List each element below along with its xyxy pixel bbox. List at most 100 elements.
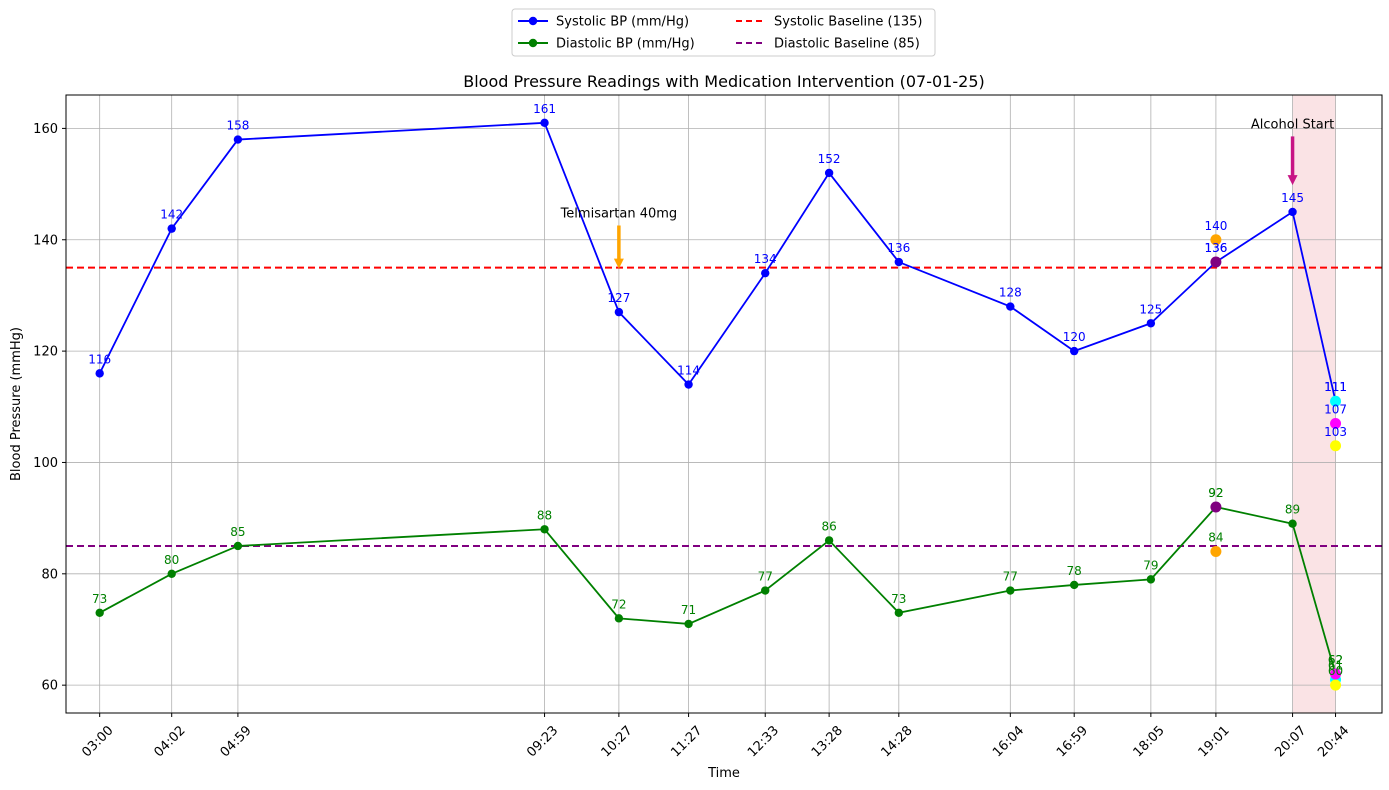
systolic-data-label: 116 xyxy=(88,352,111,366)
extra-diastolic-point xyxy=(1330,679,1342,691)
legend-swatch-marker xyxy=(528,38,538,48)
extra-diastolic-point xyxy=(1210,546,1222,558)
diastolic-point xyxy=(233,541,243,551)
legend-label: Systolic Baseline (135) xyxy=(774,15,922,30)
annotation-arrow-head xyxy=(613,258,624,269)
diastolic-point xyxy=(894,608,904,617)
x-tick-label: 20:44 xyxy=(1315,723,1352,760)
diastolic-point xyxy=(540,525,549,534)
diastolic-data-label: 86 xyxy=(821,519,836,533)
systolic-data-label: 120 xyxy=(1063,330,1086,344)
diastolic-data-label: 89 xyxy=(1285,503,1300,517)
systolic-data-label: 145 xyxy=(1281,191,1304,205)
diastolic-data-label: 62 xyxy=(1328,653,1343,667)
x-tick-label: 10:27 xyxy=(599,723,636,760)
systolic-point xyxy=(1146,319,1156,328)
extra-systolic-point xyxy=(1210,256,1222,268)
systolic-point xyxy=(684,380,693,389)
extra-systolic-label: 136 xyxy=(1204,241,1227,255)
systolic-point xyxy=(824,168,834,178)
diastolic-point xyxy=(1288,519,1297,528)
extra-diastolic-label: 62 xyxy=(1328,653,1343,667)
annotation-arrow-head xyxy=(1287,175,1298,186)
diastolic-data-label: 77 xyxy=(1003,570,1018,584)
systolic-data-label: 134 xyxy=(754,252,777,266)
x-tick-label: 14:28 xyxy=(879,723,916,760)
diastolic-line xyxy=(99,506,1337,675)
systolic-data-label: 127 xyxy=(607,291,630,305)
x-tick-label: 20:07 xyxy=(1272,723,1309,760)
y-tick-label: 120 xyxy=(33,345,58,360)
x-tick-label: 12:33 xyxy=(745,723,782,760)
systolic-point xyxy=(1006,302,1015,311)
y-tick-label: 140 xyxy=(33,233,58,248)
x-tick-label: 18:05 xyxy=(1131,723,1168,760)
x-tick-label: 16:04 xyxy=(990,723,1027,760)
diastolic-point xyxy=(167,569,176,579)
systolic-point xyxy=(1069,346,1079,356)
x-tick-label: 03:00 xyxy=(79,723,116,760)
diastolic-data-label: 79 xyxy=(1143,558,1158,572)
systolic-data-label: 136 xyxy=(887,241,910,255)
extra-systolic-point xyxy=(1330,395,1342,407)
diastolic-point xyxy=(1146,575,1156,584)
systolic-data-label: 142 xyxy=(160,208,183,222)
extra-systolic-label: 103 xyxy=(1324,425,1347,439)
extra-diastolic-label: 92 xyxy=(1208,486,1223,500)
extra-diastolic-point xyxy=(1330,668,1342,680)
legend-swatch-marker xyxy=(528,16,538,26)
extra-systolic-label: 140 xyxy=(1204,219,1227,233)
y-axis-label: Blood Pressure (mmHg) xyxy=(9,327,24,481)
diastolic-data-label: 73 xyxy=(891,592,906,606)
systolic-data-label: 125 xyxy=(1139,302,1162,316)
x-tick-label: 13:28 xyxy=(809,723,846,760)
legend-label: Diastolic Baseline (85) xyxy=(774,37,920,52)
extra-diastolic-label: 60 xyxy=(1328,664,1343,678)
alcohol-annotation: Alcohol Start xyxy=(1251,117,1334,132)
chart-title: Blood Pressure Readings with Medication … xyxy=(463,72,984,91)
systolic-data-label: 161 xyxy=(533,102,556,116)
systolic-point xyxy=(761,268,770,278)
extra-systolic-point xyxy=(1210,234,1222,246)
diastolic-data-label: 92 xyxy=(1208,486,1223,500)
x-tick-label: 09:23 xyxy=(524,723,561,760)
systolic-data-label: 136 xyxy=(1204,241,1227,255)
x-tick-label: 11:27 xyxy=(668,723,705,760)
extra-systolic-label: 111 xyxy=(1324,380,1347,394)
extra-systolic-point xyxy=(1330,440,1342,452)
diastolic-point xyxy=(684,619,693,629)
systolic-data-label: 111 xyxy=(1324,380,1347,394)
systolic-point xyxy=(614,307,624,317)
diastolic-data-label: 78 xyxy=(1067,564,1082,578)
diastolic-data-label: 85 xyxy=(230,525,245,539)
systolic-point xyxy=(167,224,176,233)
systolic-data-label: 158 xyxy=(226,119,249,133)
extra-systolic-point xyxy=(1330,417,1342,429)
plot-frame xyxy=(65,94,1383,714)
x-axis-label: Time xyxy=(707,766,740,781)
legend-label: Systolic BP (mm/Hg) xyxy=(556,15,689,30)
systolic-point xyxy=(95,369,104,378)
systolic-point xyxy=(894,257,904,267)
x-tick-label: 04:59 xyxy=(218,723,255,760)
systolic-data-label: 128 xyxy=(999,286,1022,300)
telmisartan-annotation: Telmisartan 40mg xyxy=(560,206,678,221)
diastolic-point xyxy=(824,536,834,545)
extra-diastolic-point xyxy=(1210,501,1222,513)
y-tick-label: 80 xyxy=(41,567,58,582)
diastolic-data-label: 71 xyxy=(681,603,696,617)
diastolic-point xyxy=(761,586,770,595)
diastolic-point xyxy=(1006,586,1015,595)
diastolic-data-label: 80 xyxy=(164,553,179,567)
diastolic-point xyxy=(95,608,104,617)
diastolic-point xyxy=(1069,580,1079,590)
diastolic-point xyxy=(614,614,624,623)
x-tick-label: 19:01 xyxy=(1196,723,1233,760)
systolic-line xyxy=(98,121,1337,402)
systolic-data-label: 152 xyxy=(818,152,841,166)
diastolic-data-label: 88 xyxy=(537,508,552,522)
systolic-point xyxy=(1288,207,1297,217)
legend-box xyxy=(511,8,936,57)
diastolic-data-label: 73 xyxy=(92,592,107,606)
